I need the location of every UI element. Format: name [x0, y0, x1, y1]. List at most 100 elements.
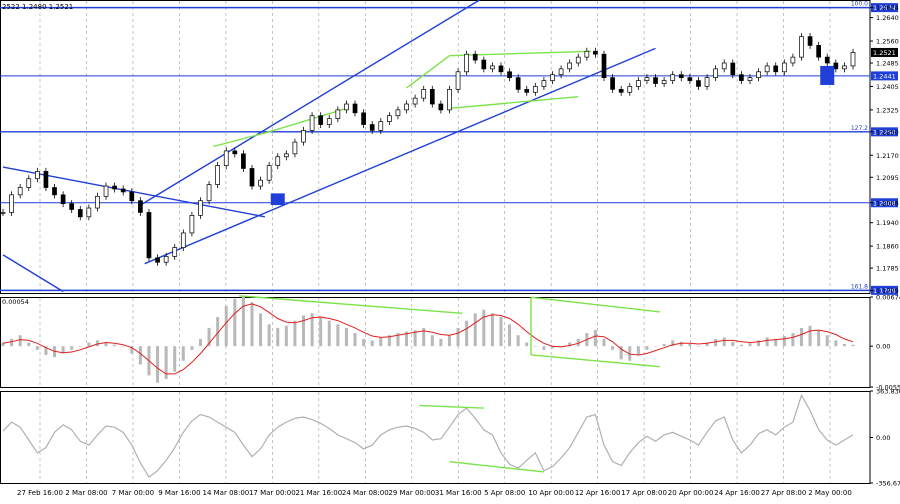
macd-bar [336, 324, 339, 346]
macd-bar [465, 321, 468, 347]
candle-body [207, 185, 211, 201]
entry-zone [271, 193, 285, 205]
macd-bar [637, 346, 640, 355]
time-axis-label: 10 Apr 00:00 [528, 489, 574, 497]
candle-body [817, 45, 821, 57]
macd-bar [826, 335, 829, 346]
candle-body [808, 37, 812, 46]
candle-body [456, 72, 460, 90]
time-axis-label: 24 Mar 08:00 [342, 489, 389, 497]
macd-bar [723, 337, 726, 346]
macd-bar [268, 324, 271, 346]
time-axis-label: 14 Mar 08:00 [203, 489, 250, 497]
candle-body [78, 209, 82, 216]
price-tick-label: 1.2640 [876, 14, 899, 22]
time-axis-label: 27 Apr 08:00 [761, 489, 807, 497]
macd-bar [791, 333, 794, 346]
candle-body [568, 63, 572, 69]
candle-body [113, 186, 117, 189]
price-tick-label: 1.2170 [876, 152, 899, 160]
cci-tick-label: 0.00 [876, 434, 890, 442]
candle-body [344, 104, 348, 110]
price-tick-label: 1.2405 [876, 83, 899, 91]
candle-body [250, 168, 254, 186]
macd-bar [379, 337, 382, 346]
candle-body [593, 51, 597, 54]
candle-body [662, 81, 666, 84]
candle-body [233, 151, 237, 154]
macd-bar [834, 340, 837, 346]
candle-body [284, 154, 288, 157]
macd-bar [79, 346, 82, 347]
candle-body [164, 256, 168, 262]
candle-body [190, 215, 194, 233]
price-tick-label: 1.1860 [876, 243, 899, 251]
time-axis-label: 20 Apr 00:00 [668, 489, 714, 497]
candle-body [1, 212, 5, 213]
candle-body [147, 212, 151, 257]
macd-bar [594, 330, 597, 346]
macd-bar [517, 335, 520, 346]
macd-bar [654, 346, 657, 347]
macd-bar [190, 346, 193, 350]
candle-body [18, 188, 22, 195]
candle-body [216, 166, 220, 185]
candle-body [679, 75, 683, 78]
candle-body [714, 69, 718, 78]
candle-body [413, 98, 417, 104]
macd-bar [783, 336, 786, 346]
price-tick-label: 1.1940 [876, 219, 899, 227]
time-axis-label: 7 Mar 00:00 [112, 489, 154, 497]
time-axis-label: 17 Apr 08:00 [621, 489, 667, 497]
time-axis-label: 5 Apr 08:00 [484, 489, 525, 497]
candle-body [696, 81, 700, 87]
candle-body [336, 110, 340, 119]
macd-bar [70, 346, 73, 350]
candle-body [473, 54, 477, 60]
candle-body [533, 86, 537, 92]
candle-body [259, 180, 263, 186]
macd-bar [96, 340, 99, 346]
candle-body [602, 54, 606, 77]
candle-body [559, 69, 563, 75]
candle-body [688, 78, 692, 81]
candle-body [61, 195, 65, 204]
time-axis-label: 2 Mar 08:00 [65, 489, 107, 497]
macd-bar [276, 328, 279, 346]
macd-bar [259, 313, 262, 346]
price-tick-label: 1.1785 [876, 265, 899, 273]
candle-body [104, 186, 108, 196]
candle-body [757, 72, 761, 78]
candle-body [585, 51, 589, 57]
candle-body [181, 233, 185, 248]
level-price-label: 1.2441 [873, 72, 896, 80]
fib-label: 127.2 [851, 125, 868, 132]
candle-body [439, 104, 443, 110]
candle-body [842, 66, 846, 69]
macd-bar [173, 346, 176, 372]
time-axis-label: 24 Apr 16:00 [714, 489, 760, 497]
price-tick-label: 1.2674 [876, 4, 899, 12]
candle-body [224, 151, 228, 166]
macd-bar [345, 328, 348, 346]
candle-body [619, 89, 623, 92]
candle-body [267, 166, 271, 181]
macd-bar [457, 328, 460, 346]
candle-body [576, 57, 580, 63]
macd-bar [156, 346, 159, 382]
macd-bar [87, 343, 90, 347]
candle-body [782, 63, 786, 72]
price-tick-label: 1.2095 [876, 174, 899, 182]
candle-body [774, 66, 778, 72]
candle-body [550, 75, 554, 81]
price-tick-label: 1.1709 [876, 287, 899, 295]
macd-bar [800, 328, 803, 346]
macd-bar [113, 345, 116, 346]
macd-bar [250, 302, 253, 346]
candle-body [465, 54, 469, 72]
candle-body [370, 125, 374, 131]
macd-bar [36, 346, 39, 350]
macd-bar [680, 342, 683, 346]
